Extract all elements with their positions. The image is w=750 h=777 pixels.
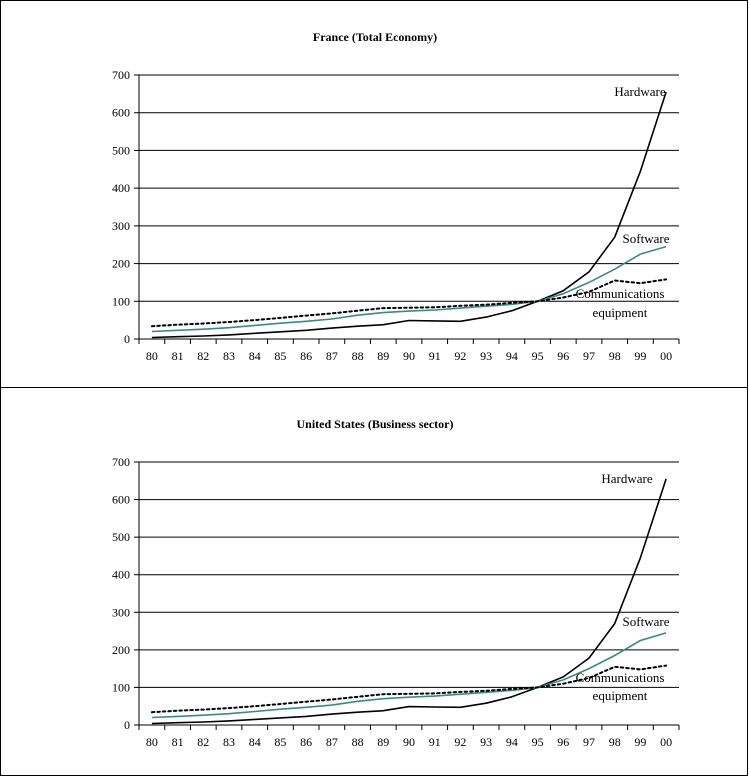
x-tick-label: 83 xyxy=(223,735,235,749)
y-tick-label: 200 xyxy=(112,257,130,271)
x-tick-label: 91 xyxy=(429,735,441,749)
x-tick-label: 99 xyxy=(634,735,646,749)
chart-panel-united-states: United States (Business sector) 0 100 200 30… xyxy=(0,387,748,776)
x-tick-label: 98 xyxy=(609,349,621,363)
x-tick-label: 81 xyxy=(172,349,184,363)
y-tick-label: 400 xyxy=(112,181,130,195)
x-tick-label: 88 xyxy=(352,735,364,749)
series-annotation: Hardware xyxy=(601,471,652,486)
x-tick-label: 90 xyxy=(403,735,415,749)
x-tick-label: 97 xyxy=(583,349,595,363)
x-tick-label: 94 xyxy=(506,349,518,363)
series-line-hardware xyxy=(152,479,666,724)
x-tick-label: 84 xyxy=(249,735,261,749)
x-tick-label: 86 xyxy=(300,349,312,363)
y-tick-label: 700 xyxy=(112,455,130,469)
x-tick-label: 95 xyxy=(532,735,544,749)
x-tick-label: 84 xyxy=(249,349,261,363)
x-tick-label: 80 xyxy=(146,735,158,749)
x-tick-label: 89 xyxy=(377,349,389,363)
series-annotation: equipment xyxy=(593,305,648,320)
x-tick-label: 92 xyxy=(454,735,466,749)
y-tick-label: 600 xyxy=(112,493,130,507)
x-tick-label: 88 xyxy=(352,349,364,363)
series-annotation: equipment xyxy=(593,688,648,703)
x-tick-label: 00 xyxy=(660,735,672,749)
series-annotation: Communications xyxy=(576,670,665,685)
chart-united-states-svg: United States (Business sector) 0 100 200 30… xyxy=(1,388,749,777)
x-tick-label: 94 xyxy=(506,735,518,749)
series-annotation: Software xyxy=(623,231,670,246)
x-tick-label: 00 xyxy=(660,349,672,363)
chart-panel-france: France (Total Economy) 0 100 200 300 400 500 60… xyxy=(0,0,748,388)
x-tick-label: 97 xyxy=(583,735,595,749)
y-tick-label: 700 xyxy=(112,68,130,82)
chart-title: United States (Business sector) xyxy=(297,417,454,431)
y-tick-label: 100 xyxy=(112,680,130,694)
x-tick-label: 89 xyxy=(377,735,389,749)
x-tick-label: 82 xyxy=(197,349,209,363)
x-tick-label: 96 xyxy=(557,349,569,363)
x-tick-label: 90 xyxy=(403,349,415,363)
y-tick-label: 600 xyxy=(112,106,130,120)
x-tick-label: 85 xyxy=(274,735,286,749)
y-tick-label: 500 xyxy=(112,530,130,544)
chart-title: France (Total Economy) xyxy=(313,30,437,44)
x-tick-label: 93 xyxy=(480,735,492,749)
x-tick-label: 93 xyxy=(480,349,492,363)
y-tick-label: 300 xyxy=(112,605,130,619)
y-tick-label: 0 xyxy=(124,718,130,732)
x-tick-label: 81 xyxy=(172,735,184,749)
y-tick-label: 400 xyxy=(112,568,130,582)
x-tick-label: 80 xyxy=(146,349,158,363)
x-tick-label: 86 xyxy=(300,735,312,749)
x-tick-label: 87 xyxy=(326,349,338,363)
x-tick-label: 98 xyxy=(609,735,621,749)
x-tick-label: 83 xyxy=(223,349,235,363)
x-tick-label: 96 xyxy=(557,735,569,749)
x-tick-label: 95 xyxy=(532,349,544,363)
x-tick-label: 85 xyxy=(274,349,286,363)
chart-france-svg: France (Total Economy) 0 100 200 300 400 500 60… xyxy=(1,1,749,389)
series-annotation: Communications xyxy=(576,286,665,301)
y-tick-label: 300 xyxy=(112,219,130,233)
y-tick-label: 200 xyxy=(112,643,130,657)
x-tick-label: 99 xyxy=(634,349,646,363)
x-tick-label: 92 xyxy=(454,349,466,363)
series-annotation: Hardware xyxy=(614,84,665,99)
x-tick-label: 91 xyxy=(429,349,441,363)
y-tick-label: 0 xyxy=(124,332,130,346)
y-tick-label: 100 xyxy=(112,294,130,308)
series-annotation: Software xyxy=(623,614,670,629)
y-tick-label: 500 xyxy=(112,143,130,157)
x-tick-label: 87 xyxy=(326,735,338,749)
x-tick-label: 82 xyxy=(197,735,209,749)
